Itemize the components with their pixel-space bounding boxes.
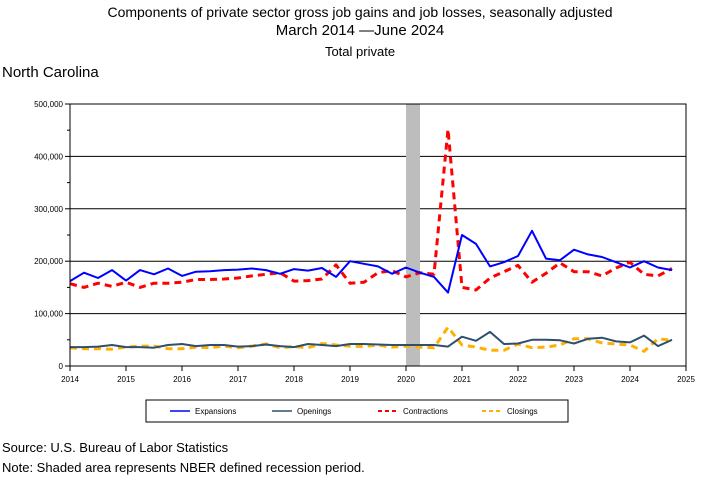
x-tick-label: 2014 bbox=[61, 375, 79, 384]
x-tick-label: 2023 bbox=[565, 375, 583, 384]
y-tick-label: 500,000 bbox=[34, 100, 63, 109]
recession-note: Note: Shaded area represents NBER define… bbox=[2, 460, 365, 475]
recession-shade bbox=[406, 104, 420, 366]
legend-label: Contractions bbox=[403, 407, 448, 416]
source-note: Source: U.S. Bureau of Labor Statistics bbox=[2, 440, 229, 455]
x-tick-label: 2020 bbox=[397, 375, 415, 384]
legend-label: Closings bbox=[507, 407, 538, 416]
x-tick-label: 2015 bbox=[117, 375, 135, 384]
chart-title: Components of private sector gross job g… bbox=[107, 4, 613, 20]
x-tick-label: 2022 bbox=[509, 375, 527, 384]
series-line-contractions bbox=[69, 127, 673, 292]
x-tick-label: 2018 bbox=[285, 375, 303, 384]
y-tick-label: 300,000 bbox=[34, 205, 63, 214]
x-tick-label: 2016 bbox=[173, 375, 191, 384]
x-tick-label: 2021 bbox=[453, 375, 471, 384]
legend-box bbox=[145, 399, 569, 423]
series-line-closings bbox=[69, 325, 673, 353]
y-tick-label: 200,000 bbox=[34, 257, 63, 266]
chart-subtitle-2: Total private bbox=[324, 44, 396, 59]
legend-label: Openings bbox=[297, 407, 331, 416]
plot-frame bbox=[69, 103, 687, 367]
region-label: North Carolina bbox=[2, 64, 99, 81]
y-tick-label: 100,000 bbox=[34, 310, 63, 319]
x-tick-label: 2024 bbox=[621, 375, 639, 384]
series-line-openings bbox=[70, 330, 673, 349]
chart-subtitle: March 2014 —June 2024 bbox=[275, 22, 445, 39]
series-line-expansions bbox=[69, 229, 673, 294]
legend-label: Expansions bbox=[195, 407, 236, 416]
x-tick-label: 2025 bbox=[677, 375, 695, 384]
x-tick-label: 2017 bbox=[229, 375, 247, 384]
y-tick-label: 400,000 bbox=[34, 152, 63, 161]
x-tick-label: 2019 bbox=[341, 375, 359, 384]
y-tick-label: 0 bbox=[59, 362, 64, 371]
